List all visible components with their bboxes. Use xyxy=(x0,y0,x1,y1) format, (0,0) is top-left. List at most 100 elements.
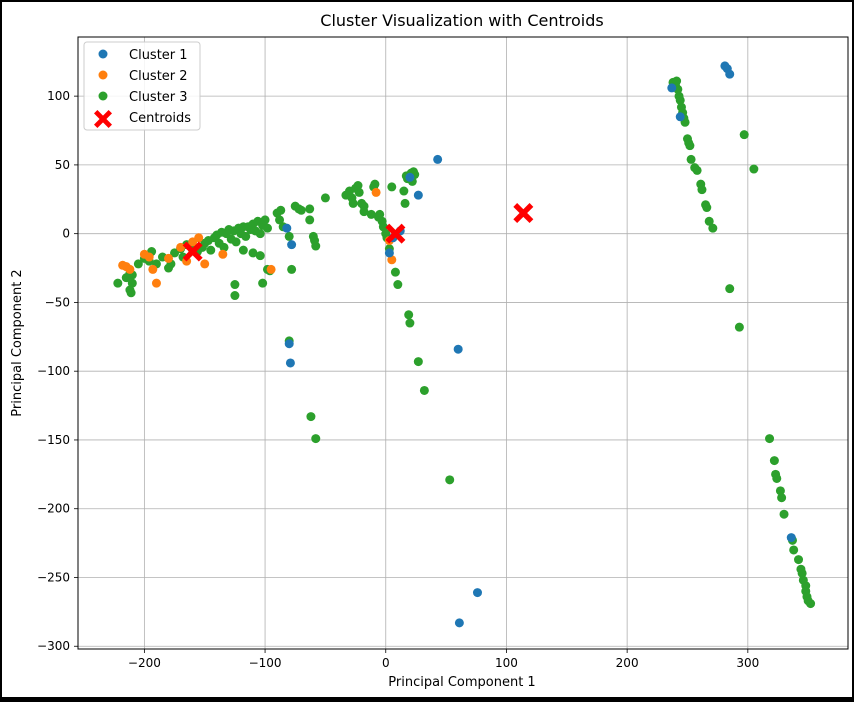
cluster-3-point xyxy=(419,385,429,395)
cluster-3-point xyxy=(255,251,265,261)
cluster-1-point xyxy=(384,248,394,258)
cluster-2-point xyxy=(200,259,210,269)
y-tick-label: −150 xyxy=(37,433,70,447)
cluster-3-point xyxy=(797,568,807,578)
cluster-3-point xyxy=(775,486,785,496)
cluster-3-point xyxy=(276,205,286,215)
cluster-2-point xyxy=(371,187,381,197)
cluster-3-point xyxy=(359,201,369,211)
cluster-2-point xyxy=(125,264,135,274)
cluster-3-point xyxy=(378,222,388,232)
legend-marker xyxy=(98,91,108,101)
legend-label: Cluster 3 xyxy=(129,90,188,105)
y-tick-label: 100 xyxy=(47,89,70,103)
cluster-3-point xyxy=(697,185,707,195)
x-axis-title: Principal Component 1 xyxy=(388,675,535,690)
cluster-3-point xyxy=(794,555,804,565)
cluster-1-point xyxy=(453,344,463,354)
cluster-3-point xyxy=(275,215,285,225)
cluster-2-point xyxy=(148,264,158,274)
cluster-3-point xyxy=(685,141,695,151)
cluster-2-point xyxy=(164,253,174,263)
x-tick-label: 300 xyxy=(736,656,759,670)
cluster-3-point xyxy=(739,130,749,140)
cluster-3-point xyxy=(113,278,123,288)
cluster-3-point xyxy=(806,599,816,609)
legend-label: Cluster 1 xyxy=(129,48,188,63)
cluster-3-point xyxy=(348,198,358,208)
cluster-2-point xyxy=(387,255,397,265)
cluster-3-point xyxy=(238,245,248,255)
cluster-3-point xyxy=(734,322,744,332)
cluster-3-point xyxy=(255,229,265,239)
cluster-3-point xyxy=(769,456,779,466)
cluster-1-point xyxy=(285,358,295,368)
cluster-3-point xyxy=(725,284,735,294)
legend: Cluster 1 Cluster 2 Cluster 3 Centroids xyxy=(83,41,201,131)
cluster-1-point xyxy=(667,83,677,93)
cluster-3-point xyxy=(296,205,306,215)
cluster-3-point xyxy=(248,248,258,258)
cluster-3-point xyxy=(765,434,775,444)
data-points xyxy=(113,61,816,628)
cluster-3-point xyxy=(399,186,409,196)
cluster-3-point xyxy=(230,280,240,290)
cluster-3-point xyxy=(400,198,410,208)
cluster-3-point xyxy=(287,264,297,274)
cluster-3-point xyxy=(704,216,714,226)
cluster-3-point xyxy=(127,278,137,288)
legend-centroid-marker xyxy=(94,110,112,128)
cluster-3-point xyxy=(231,237,241,247)
x-tick-label: −200 xyxy=(128,656,161,670)
cluster-3-point xyxy=(404,310,414,320)
x-tick-label: −100 xyxy=(249,656,282,670)
cluster-3-point xyxy=(219,242,229,252)
cluster-3-point xyxy=(702,203,712,213)
cluster-1-point xyxy=(454,618,464,628)
cluster-3-point xyxy=(789,545,799,555)
cluster-2-point xyxy=(194,233,204,243)
cluster-3-point xyxy=(675,95,685,105)
cluster-3-point xyxy=(311,434,321,444)
x-tick-label: 200 xyxy=(616,656,639,670)
cluster-3-point xyxy=(672,76,682,86)
legend-label: Centroids xyxy=(129,111,191,126)
cluster-3-point xyxy=(445,475,455,485)
cluster-3-point xyxy=(305,204,315,214)
cluster-3-point xyxy=(772,473,782,483)
cluster-1-point xyxy=(725,69,735,79)
centroid-marker xyxy=(182,241,203,262)
cluster-1-point xyxy=(433,154,443,164)
y-axis-title: Principal Component 2 xyxy=(10,269,25,416)
axis-ticks: −200 −100 0 100 200 300 100 50 0 −50 −100 −150 −200 −… xyxy=(37,89,759,670)
x-tick-label: 0 xyxy=(382,656,390,670)
centroid-marker xyxy=(513,203,534,224)
legend-label: Cluster 2 xyxy=(129,69,188,84)
cluster-1-point xyxy=(413,190,423,200)
cluster-1-point xyxy=(284,339,294,349)
y-tick-label: −300 xyxy=(37,639,70,653)
cluster-3-point xyxy=(260,215,270,225)
legend-marker xyxy=(98,70,108,80)
cluster-1-point xyxy=(405,172,415,182)
cluster-3-point xyxy=(126,288,136,298)
y-tick-label: −100 xyxy=(37,364,70,378)
cluster-3-point xyxy=(262,223,272,233)
cluster-3-point xyxy=(320,193,330,203)
cluster-1-point xyxy=(287,240,297,250)
y-tick-label: −250 xyxy=(37,570,70,584)
cluster-3-point xyxy=(206,245,216,255)
chart-title: Cluster Visualization with Centroids xyxy=(320,11,603,30)
y-tick-label: −50 xyxy=(45,295,70,309)
legend-box xyxy=(83,41,201,131)
cluster-3-point xyxy=(405,318,415,328)
cluster-2-point xyxy=(218,249,228,259)
cluster-3-point xyxy=(370,179,380,189)
cluster-3-point xyxy=(311,241,321,251)
cluster-1-point xyxy=(786,533,796,543)
cluster-3-point xyxy=(230,291,240,301)
y-tick-label: −200 xyxy=(37,502,70,516)
cluster-3-point xyxy=(353,181,363,191)
